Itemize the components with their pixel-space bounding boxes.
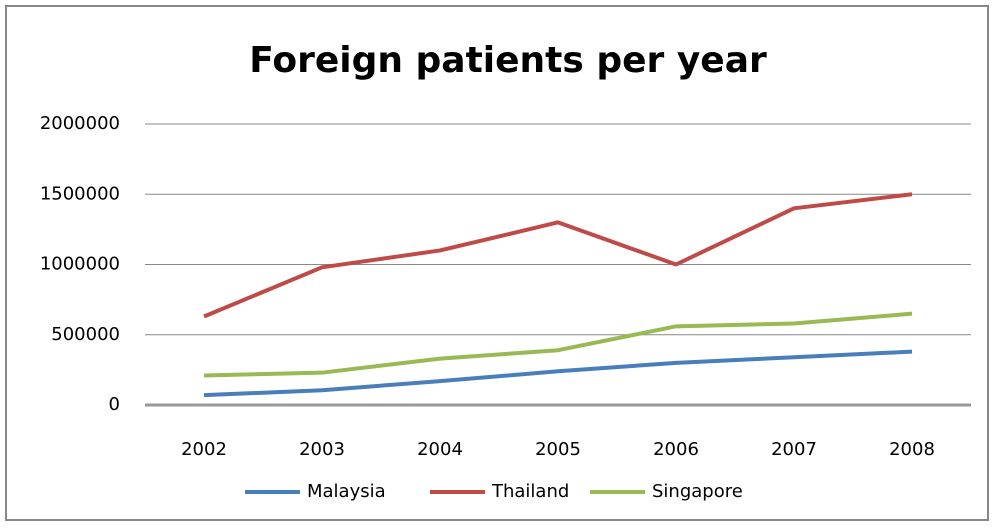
x-tick-label: 2002 <box>181 439 227 460</box>
y-tick-label: 2000000 <box>40 113 120 134</box>
y-tick-label: 500000 <box>51 324 120 345</box>
x-tick-label: 2006 <box>653 439 699 460</box>
x-tick-label: 2008 <box>889 439 935 460</box>
legend-label: Malaysia <box>307 481 386 502</box>
x-tick-label: 2003 <box>299 439 345 460</box>
y-tick-label: 0 <box>109 394 120 415</box>
data-line <box>203 311 913 378</box>
x-tick-label: 2005 <box>535 439 581 460</box>
legend-label: Thailand <box>491 481 569 502</box>
y-tick-label: 1000000 <box>40 254 120 275</box>
data-line <box>203 349 913 398</box>
chart-title: Foreign patients per year <box>249 40 767 81</box>
legend-label: Singapore <box>652 481 743 502</box>
data-line <box>203 192 913 319</box>
chart-frame <box>5 5 989 521</box>
x-tick-label: 2007 <box>771 439 817 460</box>
x-tick-label: 2004 <box>417 439 463 460</box>
y-tick-label: 1500000 <box>40 183 120 204</box>
